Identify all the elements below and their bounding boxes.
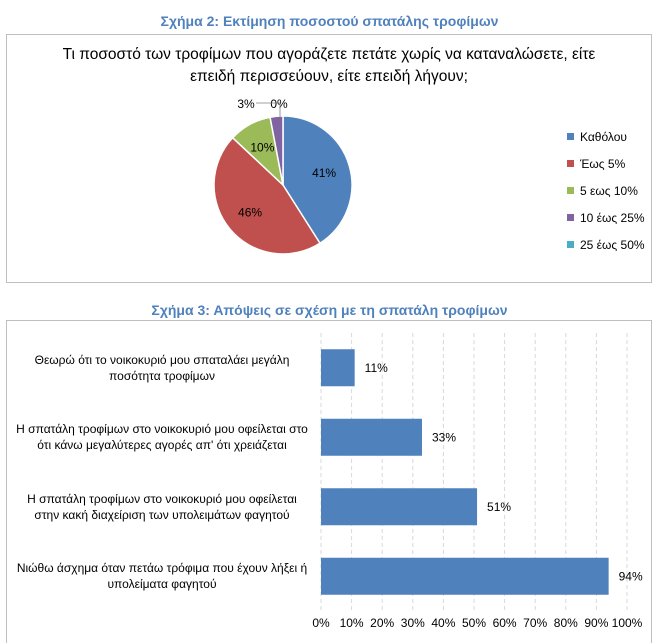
legend-item-1: Καθόλου xyxy=(567,123,645,150)
bar-data-label-4: 94% xyxy=(619,569,643,583)
pie-data-label-3: 10% xyxy=(250,141,274,155)
x-tick-label: 80% xyxy=(554,616,578,630)
pie-data-label-2: 46% xyxy=(238,205,262,219)
pie-data-label-5: 0% xyxy=(270,97,288,111)
legend-swatch xyxy=(567,214,574,221)
bar-2 xyxy=(321,418,422,456)
bar-1 xyxy=(321,349,355,387)
bar-chart: 0% 10% 20% 30% 40% 50% 60% 70% 80% 90% 100% 11% 33% 5… xyxy=(312,333,643,630)
x-tick-label: 70% xyxy=(523,616,547,630)
legend-item-3: 5 εως 10% xyxy=(567,177,645,204)
bar-data-label-1: 11% xyxy=(365,361,388,375)
x-tick-label: 90% xyxy=(584,616,608,630)
category-label-line: ποσότητα τροφίμων xyxy=(109,368,215,383)
pie-chart-panel: Τι ποσοστό των τροφίμων που αγοράζετε πε… xyxy=(6,34,652,283)
bar-data-label-2: 33% xyxy=(432,430,456,444)
y-category-label-1: Θεωρώ ότι το νοικοκυριό μου σπαταλάει με… xyxy=(12,352,312,384)
pie-title-line-1: Τι ποσοστό των τροφίμων που αγοράζετε πε… xyxy=(62,46,596,63)
legend-label: Έως 5% xyxy=(580,156,626,171)
legend-label: Καθόλου xyxy=(580,129,627,144)
pie-chart: 41% 46% 10% 3% 0% xyxy=(213,97,353,255)
x-tick-label: 40% xyxy=(431,616,455,630)
x-tick-label: 60% xyxy=(493,616,517,630)
pie-title-line-2: επειδή περισσεύουν, είτε επειδή λήγουν; xyxy=(190,68,468,85)
y-category-label-3: Η σπατάλη τροφίμων στο νοικοκυριό μου οφ… xyxy=(12,491,312,523)
x-tick-label: 10% xyxy=(340,616,364,630)
x-tick-label: 50% xyxy=(462,616,486,630)
legend-swatch xyxy=(567,133,574,140)
category-label-line: Η σπατάλη τροφίμων στο νοικοκυριό μου οφ… xyxy=(16,422,308,437)
pie-slice-2 xyxy=(213,136,322,255)
figure-2-caption: Σχήμα 2: Εκτίμηση ποσοστού σπατάλης τροφ… xyxy=(160,13,499,29)
pie-data-label-1: 41% xyxy=(312,166,336,180)
legend-swatch xyxy=(567,241,574,248)
x-tick-label: 30% xyxy=(401,616,425,630)
pie-chart-title: Τι ποσοστό των τροφίμων που αγοράζετε πε… xyxy=(7,44,651,88)
category-label-line: ότι κάνω μεγαλύτερες αγορές απ' ότι χρει… xyxy=(37,438,287,453)
x-tick-label: 0% xyxy=(312,616,330,630)
pie-slice-4 xyxy=(269,115,284,186)
legend-label: 25 έως 50% xyxy=(580,237,645,252)
y-category-label-2: Η σπατάλη τροφίμων στο νοικοκυριό μου οφ… xyxy=(12,421,312,453)
bar-3 xyxy=(321,488,478,526)
legend-label: 5 εως 10% xyxy=(580,183,638,198)
legend-item-2: Έως 5% xyxy=(567,150,645,177)
legend-label: 10 έως 25% xyxy=(580,210,645,225)
x-tick-label: 100% xyxy=(612,616,643,630)
y-category-label-4: Νιώθω άσχημα όταν πετάω τρόφιμα που έχου… xyxy=(12,560,312,592)
category-label-line: Θεωρώ ότι το νοικοκυριό μου σπαταλάει με… xyxy=(34,352,290,367)
bar-4 xyxy=(321,557,609,595)
legend-swatch xyxy=(567,187,574,194)
pie-legend: Καθόλου Έως 5% 5 εως 10% 10 έως 25% 25 έως 5… xyxy=(567,123,645,258)
category-label-line: Νιώθω άσχημα όταν πετάω τρόφιμα που έχου… xyxy=(16,561,308,576)
bar-data-label-3: 51% xyxy=(487,500,511,514)
category-label-line: στην κακή διαχείριση των υπολειμάτων φαγ… xyxy=(34,507,290,522)
category-label-line: υπολείματα φαγητού xyxy=(107,577,217,592)
pie-data-label-4: 3% xyxy=(237,97,255,111)
legend-swatch xyxy=(567,160,574,167)
legend-item-5: 25 έως 50% xyxy=(567,231,645,258)
bar-chart-panel: 0% 10% 20% 30% 40% 50% 60% 70% 80% 90% 100% 11% 33% 5… xyxy=(6,320,652,643)
figure-3-caption: Σχήμα 3: Απόψεις σε σχέση με τη σπατάλη … xyxy=(151,302,508,318)
category-label-line: Η σπατάλη τροφίμων στο νοικοκυριό μου οφ… xyxy=(27,491,297,506)
x-tick-label: 20% xyxy=(370,616,394,630)
legend-item-4: 10 έως 25% xyxy=(567,204,645,231)
